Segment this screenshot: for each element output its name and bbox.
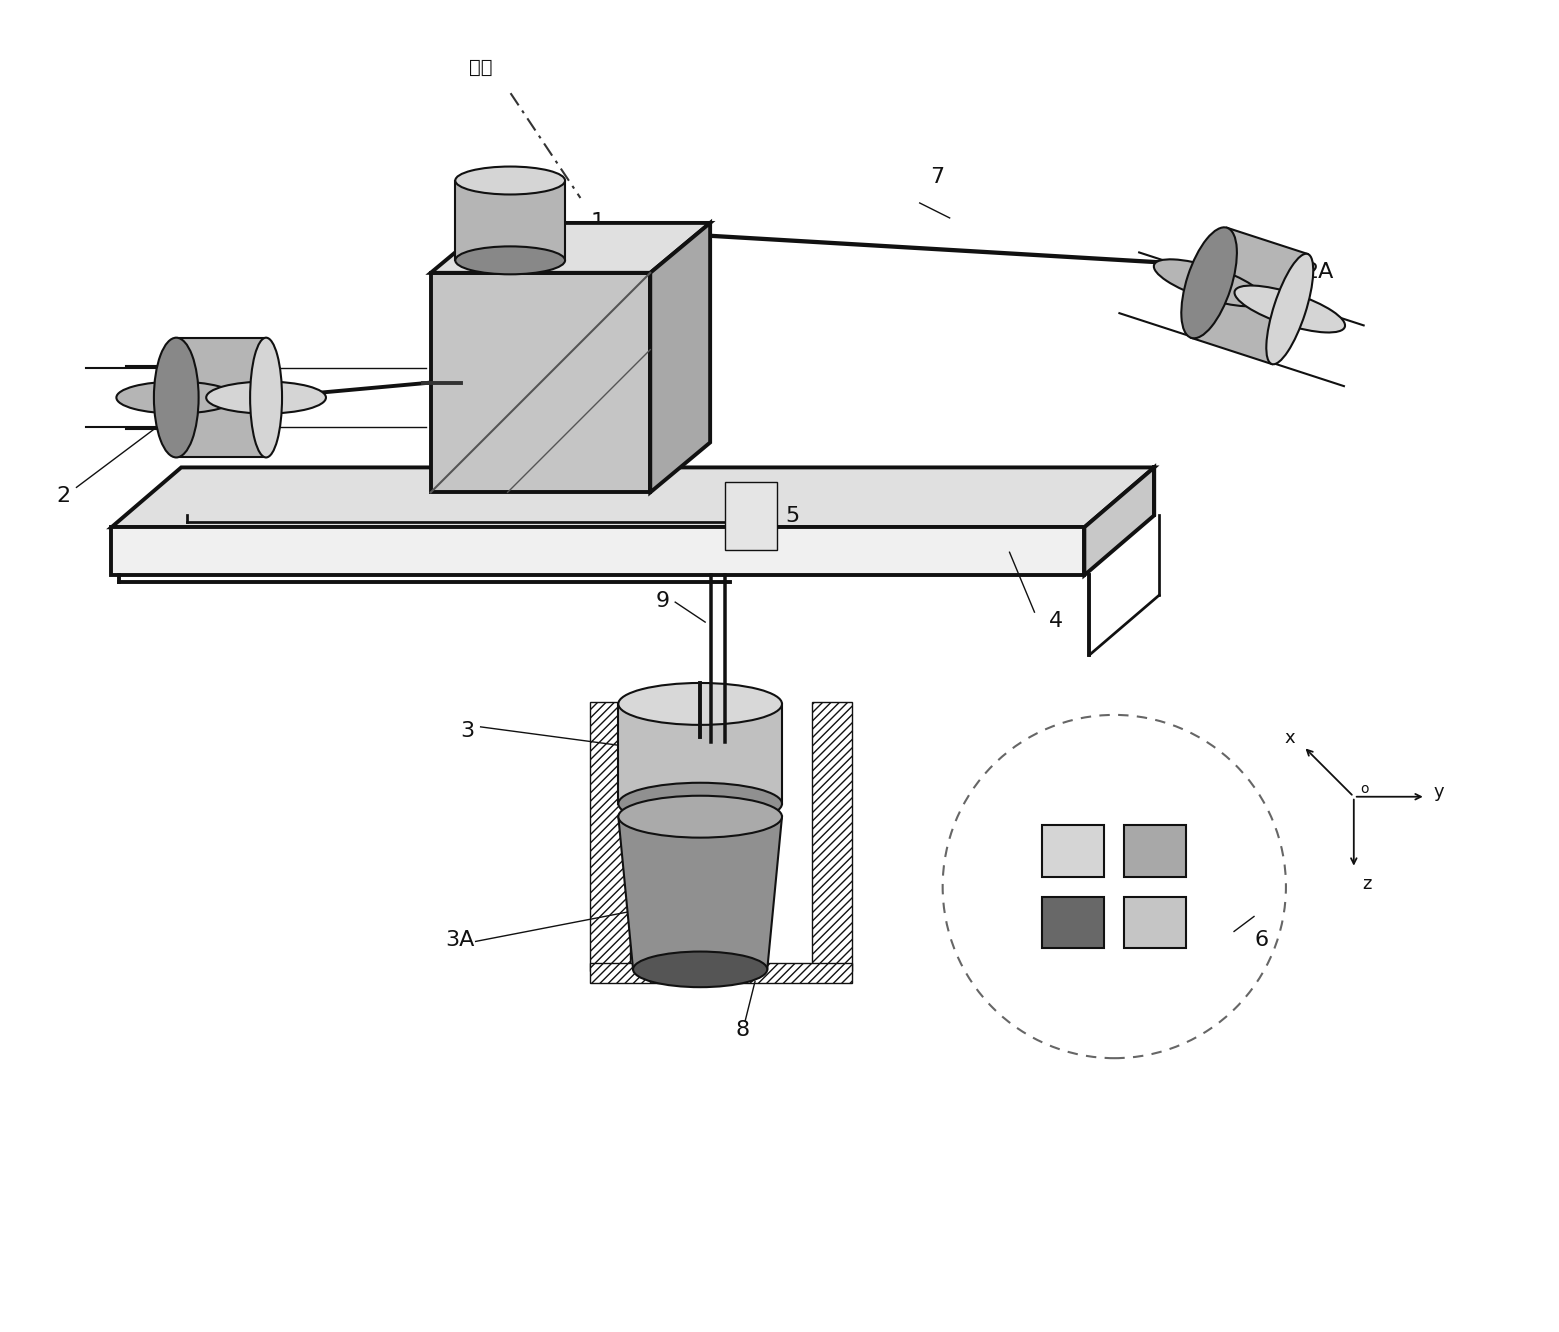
Text: z: z (1361, 875, 1372, 892)
Ellipse shape (1266, 253, 1313, 364)
Polygon shape (650, 222, 711, 493)
Polygon shape (430, 222, 711, 273)
Polygon shape (1043, 896, 1104, 948)
Polygon shape (455, 181, 564, 260)
Polygon shape (1191, 228, 1308, 364)
Text: 光轴: 光轴 (469, 59, 493, 77)
Text: x: x (1285, 729, 1296, 747)
Polygon shape (430, 273, 650, 493)
Polygon shape (111, 527, 1085, 575)
Polygon shape (619, 703, 783, 803)
Ellipse shape (455, 166, 564, 194)
Ellipse shape (154, 338, 198, 457)
Polygon shape (812, 702, 851, 971)
Ellipse shape (249, 338, 282, 457)
Polygon shape (1124, 825, 1186, 876)
Polygon shape (1043, 825, 1104, 876)
Ellipse shape (1235, 285, 1345, 333)
Ellipse shape (633, 951, 767, 987)
Text: 6: 6 (1253, 931, 1267, 951)
Text: 2: 2 (56, 486, 70, 506)
Polygon shape (591, 702, 630, 971)
Text: 2A: 2A (1303, 262, 1333, 282)
Polygon shape (591, 963, 851, 983)
Text: 5: 5 (786, 506, 800, 526)
Text: 3A: 3A (446, 931, 475, 951)
Ellipse shape (206, 381, 326, 413)
Ellipse shape (619, 795, 783, 838)
Polygon shape (1124, 896, 1186, 948)
Polygon shape (111, 468, 1154, 527)
Ellipse shape (117, 381, 235, 413)
Ellipse shape (1182, 228, 1236, 338)
Polygon shape (725, 482, 776, 550)
Polygon shape (1085, 468, 1154, 575)
Ellipse shape (1154, 260, 1264, 306)
Ellipse shape (619, 783, 783, 825)
Text: 4: 4 (1049, 611, 1063, 631)
Text: o: o (1359, 782, 1369, 795)
Text: 8: 8 (736, 1020, 750, 1040)
Text: 7: 7 (929, 166, 943, 186)
Polygon shape (619, 817, 783, 970)
Text: 1: 1 (591, 212, 605, 232)
Text: y: y (1434, 783, 1444, 801)
Text: 3: 3 (460, 721, 475, 741)
Ellipse shape (619, 683, 783, 725)
Polygon shape (176, 338, 267, 457)
Text: 9: 9 (655, 591, 669, 611)
Ellipse shape (455, 246, 564, 274)
